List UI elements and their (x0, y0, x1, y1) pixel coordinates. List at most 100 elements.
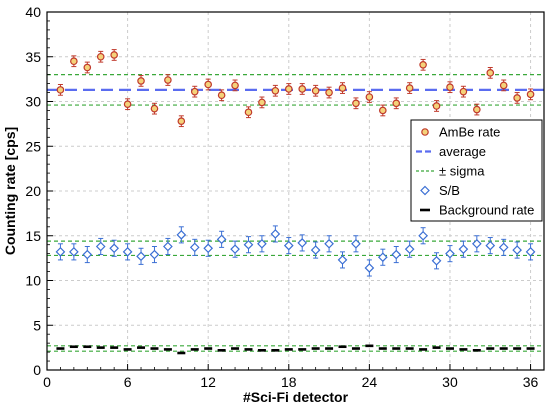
legend-label: S/B (439, 183, 460, 198)
ambe-rate-point (56, 86, 65, 94)
ambe-rate-point (459, 87, 468, 96)
ambe-rate-series (56, 49, 535, 128)
sb-point (337, 255, 348, 265)
sb-point (351, 238, 361, 249)
ambe-rate-point (432, 102, 441, 110)
x-tick-label: 36 (523, 374, 539, 390)
sb-point (122, 247, 133, 257)
legend-label: average (439, 144, 486, 159)
ambe-rate-point (271, 86, 280, 95)
ambe-rate-point (352, 99, 360, 108)
sb-point (377, 252, 388, 263)
sb-point (283, 240, 294, 251)
sb-point (471, 238, 482, 249)
sb-point (149, 249, 160, 260)
sb-point (69, 247, 79, 257)
ambe-rate-point (526, 90, 535, 99)
series (55, 49, 536, 355)
ambe-rate-point (150, 104, 159, 113)
sb-point (82, 249, 93, 260)
ambe-rate-point (365, 93, 374, 101)
x-tick-label: 18 (281, 374, 297, 390)
y-tick-label: 0 (33, 362, 41, 378)
sb-point (431, 255, 442, 266)
ambe-rate-point (338, 84, 347, 92)
ambe-rate-point (284, 85, 293, 93)
background-rate-series (56, 344, 535, 355)
legend-symbol-ambe-rate (421, 128, 429, 136)
legend-label: Background rate (439, 203, 534, 218)
sb-point (391, 249, 402, 260)
y-tick-label: 25 (25, 138, 41, 154)
ambe-rate-point (96, 52, 105, 61)
x-tick-label: 12 (200, 374, 216, 390)
sb-point (189, 242, 200, 253)
ambe-rate-point (298, 85, 307, 93)
sb-point (136, 251, 146, 262)
sb-point (364, 263, 375, 273)
ticks: 0 6 12 18 24 30 36 0 5 10 15 20 25 30 35 40 (25, 4, 538, 390)
ambe-rate-point (419, 61, 427, 69)
sb-point (109, 243, 120, 254)
ambe-rate-point (258, 98, 266, 107)
sb-point (445, 248, 455, 259)
ambe-rate-point (325, 88, 333, 97)
legend-label: ± sigma (439, 164, 485, 179)
y-axis-label: Counting rate [cps] (2, 127, 18, 255)
x-tick-label: 30 (442, 374, 458, 390)
y-tick-label: 20 (25, 183, 41, 199)
ambe-rate-point (217, 91, 226, 100)
sb-point (243, 239, 254, 250)
sb-point (176, 230, 187, 240)
legend-symbol-sb (420, 185, 430, 196)
sb-point (525, 247, 536, 257)
ambe-rate-point (83, 63, 92, 72)
sb-point (418, 230, 428, 241)
ambe-rate-point (204, 80, 212, 89)
ambe-rate-point (473, 105, 481, 114)
sb-point (230, 244, 240, 255)
sb-point (458, 244, 469, 255)
ambe-rate-point (486, 69, 495, 77)
ambe-rate-point (379, 106, 387, 115)
sb-series (55, 225, 536, 277)
ambe-rate-point (177, 117, 186, 125)
ambe-rate-point (190, 87, 199, 96)
ambe-rate-point (311, 86, 320, 95)
sb-point (270, 229, 281, 239)
sb-point (498, 242, 509, 253)
sb-point (404, 244, 415, 255)
ambe-rate-point (70, 57, 78, 66)
sb-point (297, 238, 308, 248)
sb-point (203, 243, 214, 254)
sb-point (95, 241, 106, 252)
sb-point (324, 238, 334, 249)
ambe-rate-point (231, 81, 239, 90)
x-tick-label: 24 (362, 374, 378, 390)
ambe-rate-point (137, 77, 145, 85)
ambe-rate-point (244, 108, 253, 117)
sb-point (163, 241, 173, 252)
ambe-rate-point (499, 81, 508, 90)
sb-point (257, 238, 267, 249)
y-tick-label: 40 (25, 4, 41, 20)
ambe-rate-point (164, 76, 172, 84)
y-tick-label: 35 (25, 49, 41, 65)
sb-point (310, 245, 321, 255)
ambe-rate-point (123, 100, 132, 108)
sb-point (512, 245, 522, 255)
x-axis-label: #Sci-Fi detector (243, 389, 349, 405)
legend: AmBe rate average ± sigma S/B Background rat… (410, 119, 543, 222)
sb-point (485, 240, 496, 251)
ambe-rate-point (392, 99, 401, 108)
ambe-rate-point (110, 51, 118, 59)
y-tick-label: 10 (25, 273, 41, 289)
x-tick-label: 6 (124, 374, 132, 390)
legend-label: AmBe rate (439, 125, 500, 140)
y-tick-label: 15 (25, 228, 41, 244)
ambe-rate-point (405, 84, 414, 92)
sb-point (216, 234, 227, 245)
ambe-rate-point (446, 83, 454, 91)
